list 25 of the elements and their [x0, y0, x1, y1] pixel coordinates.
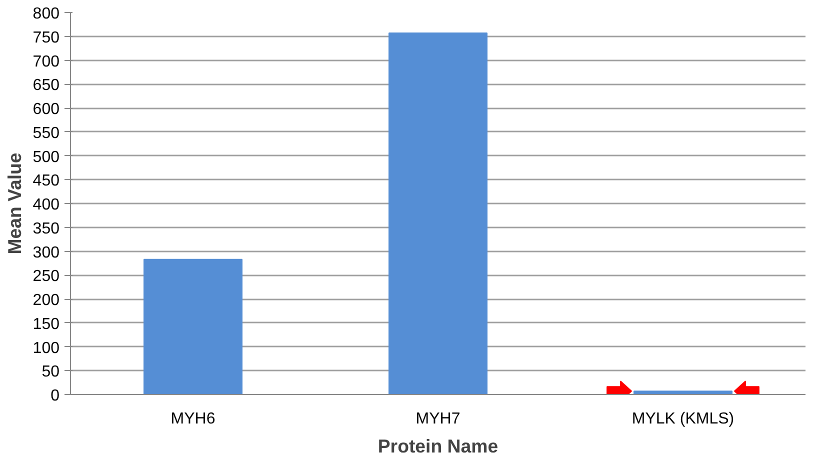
y-tick-label: 350 [32, 220, 60, 238]
bar [388, 32, 488, 394]
y-tick-label: 650 [32, 77, 60, 94]
y-tick-label: 400 [32, 196, 60, 214]
y-tick-label: 100 [32, 340, 60, 357]
y-tick-label: 0 [50, 388, 60, 404]
y-tick-label: 800 [32, 6, 60, 22]
y-axis-title: Mean Value [4, 152, 25, 254]
y-tick-label: 500 [32, 148, 60, 166]
bar [634, 390, 732, 394]
bar [144, 258, 242, 394]
y-tick-label: 450 [32, 172, 60, 190]
y-tick-label: 150 [32, 316, 60, 333]
y-tick-label: 250 [32, 268, 60, 286]
x-tick-label: MYH7 [416, 410, 460, 428]
x-tick-label: MYLK (KMLS) [632, 410, 734, 428]
x-tick-label: MYH6 [170, 410, 216, 428]
y-tick-label: 700 [32, 53, 60, 70]
y-tick-label: 750 [32, 29, 60, 46]
y-tick-label: 550 [32, 124, 60, 142]
x-axis-title: Protein Name [378, 436, 498, 456]
y-tick-label: 600 [32, 101, 60, 118]
y-tick-label: 50 [42, 364, 60, 381]
y-tick-label: 300 [32, 244, 60, 262]
y-tick-label: 200 [32, 292, 60, 309]
